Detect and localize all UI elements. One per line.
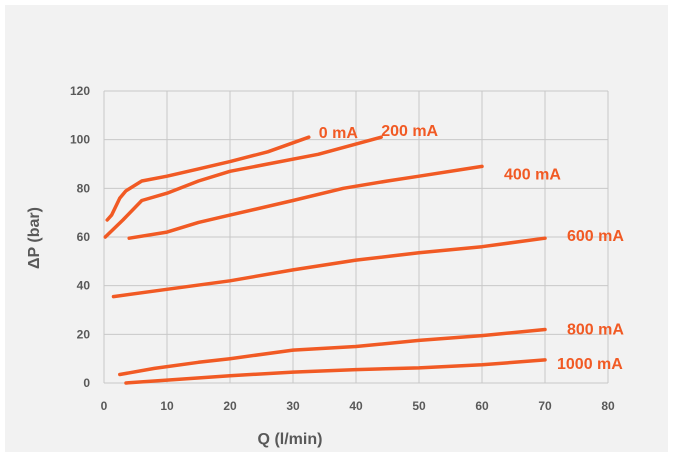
y-tick-label: 100 bbox=[70, 133, 90, 147]
series-line bbox=[124, 358, 547, 385]
chart: 0 10 20 30 40 50 60 70 80 0 20 40 60 80 100 120 0 mA 200… bbox=[26, 84, 625, 448]
x-tick-label: 50 bbox=[412, 399, 426, 413]
x-tick-label: 0 bbox=[101, 399, 108, 413]
chart-panel: 0 10 20 30 40 50 60 70 80 0 20 40 60 80 100 120 0 mA 200… bbox=[5, 5, 668, 452]
x-tick-label: 70 bbox=[538, 399, 552, 413]
series-line bbox=[105, 135, 311, 222]
x-tick-label: 30 bbox=[286, 399, 300, 413]
series-labels: 0 mA 200 mA 400 mA 600 mA 800 mA 1000 mA bbox=[319, 123, 625, 373]
y-axis-title: ΔP (bar) bbox=[26, 207, 43, 269]
series-lines bbox=[103, 135, 547, 385]
series-label: 800 mA bbox=[567, 321, 624, 338]
tick-labels: 0 10 20 30 40 50 60 70 80 0 20 40 60 80 100 120 bbox=[70, 84, 615, 413]
y-tick-label: 40 bbox=[77, 279, 91, 293]
x-axis-title: Q (l/min) bbox=[258, 431, 323, 448]
x-tick-label: 80 bbox=[601, 399, 615, 413]
series-label: 200 mA bbox=[381, 123, 438, 140]
y-tick-label: 60 bbox=[77, 230, 91, 244]
series-line bbox=[103, 135, 383, 239]
series-label: 600 mA bbox=[567, 228, 624, 245]
y-tick-label: 120 bbox=[70, 84, 90, 98]
series-line bbox=[127, 164, 484, 240]
series-line bbox=[111, 236, 547, 299]
series-label: 400 mA bbox=[504, 166, 561, 183]
x-tick-label: 10 bbox=[160, 399, 174, 413]
y-tick-label: 80 bbox=[77, 181, 91, 195]
x-tick-label: 20 bbox=[223, 399, 237, 413]
series-label: 1000 mA bbox=[557, 356, 623, 373]
x-tick-label: 60 bbox=[475, 399, 489, 413]
x-tick-label: 40 bbox=[349, 399, 363, 413]
y-tick-label: 20 bbox=[77, 327, 91, 341]
series-label: 0 mA bbox=[319, 125, 359, 142]
y-tick-label: 0 bbox=[83, 376, 90, 390]
series-line bbox=[118, 327, 547, 377]
